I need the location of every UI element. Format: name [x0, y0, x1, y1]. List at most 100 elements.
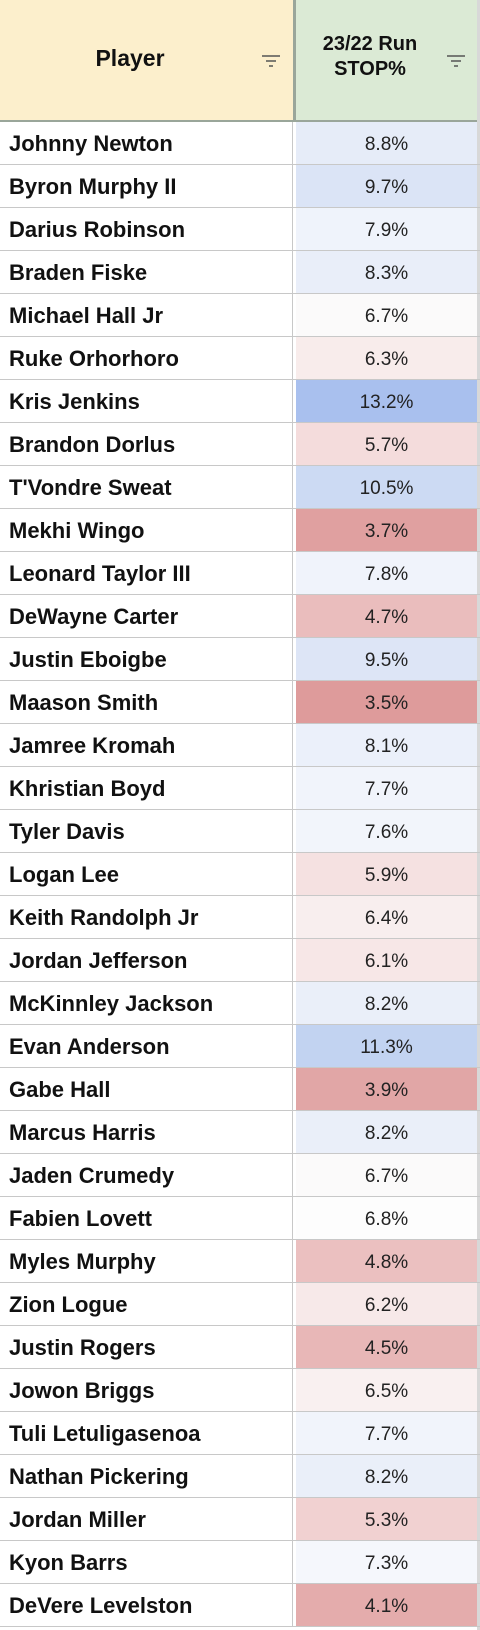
stop-value: 6.8%	[296, 1197, 477, 1239]
player-name: Tyler Davis	[0, 810, 293, 852]
table-row: Leonard Taylor III 7.8%	[0, 552, 480, 595]
player-name: Michael Hall Jr	[0, 294, 293, 336]
stop-value: 6.7%	[296, 294, 477, 336]
table-row: Evan Anderson 11.3%	[0, 1025, 480, 1068]
player-name: Darius Robinson	[0, 208, 293, 250]
player-name: Marcus Harris	[0, 1111, 293, 1153]
table-row: McKinnley Jackson 8.2%	[0, 982, 480, 1025]
player-name: Ruke Orhorhoro	[0, 337, 293, 379]
player-name: Leonard Taylor III	[0, 552, 293, 594]
stop-value: 6.7%	[296, 1154, 477, 1196]
header-text: 23/22 Run STOP%	[322, 33, 418, 80]
player-name: McKinnley Jackson	[0, 982, 293, 1024]
table-row: Keith Randolph Jr 6.4%	[0, 896, 480, 939]
player-name: Zion Logue	[0, 1283, 293, 1325]
stop-value: 6.5%	[296, 1369, 477, 1411]
stop-value: 3.9%	[296, 1068, 477, 1110]
table-row: DeWayne Carter 4.7%	[0, 595, 480, 638]
stop-value: 7.3%	[296, 1541, 477, 1583]
stop-value: 4.7%	[296, 595, 477, 637]
stop-value: 8.1%	[296, 724, 477, 766]
player-name: Jordan Miller	[0, 1498, 293, 1540]
table-row: Tuli Letuligasenoa 7.7%	[0, 1412, 480, 1455]
stop-value: 4.5%	[296, 1326, 477, 1368]
stop-value: 5.9%	[296, 853, 477, 895]
table-row: Jowon Briggs 6.5%	[0, 1369, 480, 1412]
table-row: Byron Murphy II 9.7%	[0, 165, 480, 208]
player-name: Gabe Hall	[0, 1068, 293, 1110]
player-name: Johnny Newton	[0, 122, 293, 164]
table-row: Marcus Harris 8.2%	[0, 1111, 480, 1154]
player-name: Justin Eboigbe	[0, 638, 293, 680]
table-row: Kris Jenkins 13.2%	[0, 380, 480, 423]
table-row: Braden Fiske 8.3%	[0, 251, 480, 294]
right-border	[477, 0, 480, 1630]
table-row: Justin Eboigbe 9.5%	[0, 638, 480, 681]
stop-value: 8.2%	[296, 1111, 477, 1153]
stop-value: 13.2%	[296, 380, 477, 422]
table-row: Darius Robinson 7.9%	[0, 208, 480, 251]
stop-value: 6.4%	[296, 896, 477, 938]
table-row: Maason Smith 3.5%	[0, 681, 480, 724]
table-row: DeVere Levelston 4.1%	[0, 1584, 480, 1627]
table-row: Fabien Lovett 6.8%	[0, 1197, 480, 1240]
table-row: Gabe Hall 3.9%	[0, 1068, 480, 1111]
stop-value: 8.8%	[296, 122, 477, 164]
player-name: Brandon Dorlus	[0, 423, 293, 465]
stop-value: 5.7%	[296, 423, 477, 465]
player-name: Justin Rogers	[0, 1326, 293, 1368]
table-row: Logan Lee 5.9%	[0, 853, 480, 896]
player-name: Nathan Pickering	[0, 1455, 293, 1497]
player-name: Logan Lee	[0, 853, 293, 895]
player-name: Kris Jenkins	[0, 380, 293, 422]
stop-value: 3.5%	[296, 681, 477, 723]
table-row: Justin Rogers 4.5%	[0, 1326, 480, 1369]
column-divider	[293, 0, 296, 122]
player-name: Jamree Kromah	[0, 724, 293, 766]
stop-value: 4.8%	[296, 1240, 477, 1282]
player-name: Evan Anderson	[0, 1025, 293, 1067]
player-name: Fabien Lovett	[0, 1197, 293, 1239]
stop-value: 8.3%	[296, 251, 477, 293]
stop-value: 7.7%	[296, 767, 477, 809]
header-cell: Player	[0, 0, 293, 122]
player-name: Braden Fiske	[0, 251, 293, 293]
table-row: Zion Logue 6.2%	[0, 1283, 480, 1326]
filter-icon[interactable]	[446, 54, 466, 68]
stop-value: 8.2%	[296, 982, 477, 1024]
player-name: Maason Smith	[0, 681, 293, 723]
player-name: T'Vondre Sweat	[0, 466, 293, 508]
table-row: T'Vondre Sweat 10.5%	[0, 466, 480, 509]
filter-icon[interactable]	[261, 54, 281, 68]
player-name: Kyon Barrs	[0, 1541, 293, 1583]
table-row: Ruke Orhorhoro 6.3%	[0, 337, 480, 380]
table-row: Jordan Miller 5.3%	[0, 1498, 480, 1541]
player-name: Tuli Letuligasenoa	[0, 1412, 293, 1454]
stop-value: 7.7%	[296, 1412, 477, 1454]
stop-value: 4.1%	[296, 1584, 477, 1626]
stop-value: 6.3%	[296, 337, 477, 379]
player-name: DeWayne Carter	[0, 595, 293, 637]
table-row: Michael Hall Jr 6.7%	[0, 294, 480, 337]
header-text: Player	[95, 45, 165, 71]
stop-value: 9.5%	[296, 638, 477, 680]
table-row: Johnny Newton 8.8%	[0, 122, 480, 165]
table-row: Mekhi Wingo 3.7%	[0, 509, 480, 552]
stop-value: 6.2%	[296, 1283, 477, 1325]
table-row: Jaden Crumedy 6.7%	[0, 1154, 480, 1197]
table-row: Jordan Jefferson 6.1%	[0, 939, 480, 982]
stop-value: 3.7%	[296, 509, 477, 551]
table-row: Myles Murphy 4.8%	[0, 1240, 480, 1283]
player-name: Jaden Crumedy	[0, 1154, 293, 1196]
player-name: Myles Murphy	[0, 1240, 293, 1282]
table-row: Khristian Boyd 7.7%	[0, 767, 480, 810]
stop-value: 5.3%	[296, 1498, 477, 1540]
stop-value: 8.2%	[296, 1455, 477, 1497]
player-name: DeVere Levelston	[0, 1584, 293, 1626]
table-row: Tyler Davis 7.6%	[0, 810, 480, 853]
table-row: Nathan Pickering 8.2%	[0, 1455, 480, 1498]
stop-value: 9.7%	[296, 165, 477, 207]
player-name: Keith Randolph Jr	[0, 896, 293, 938]
player-name: Byron Murphy II	[0, 165, 293, 207]
